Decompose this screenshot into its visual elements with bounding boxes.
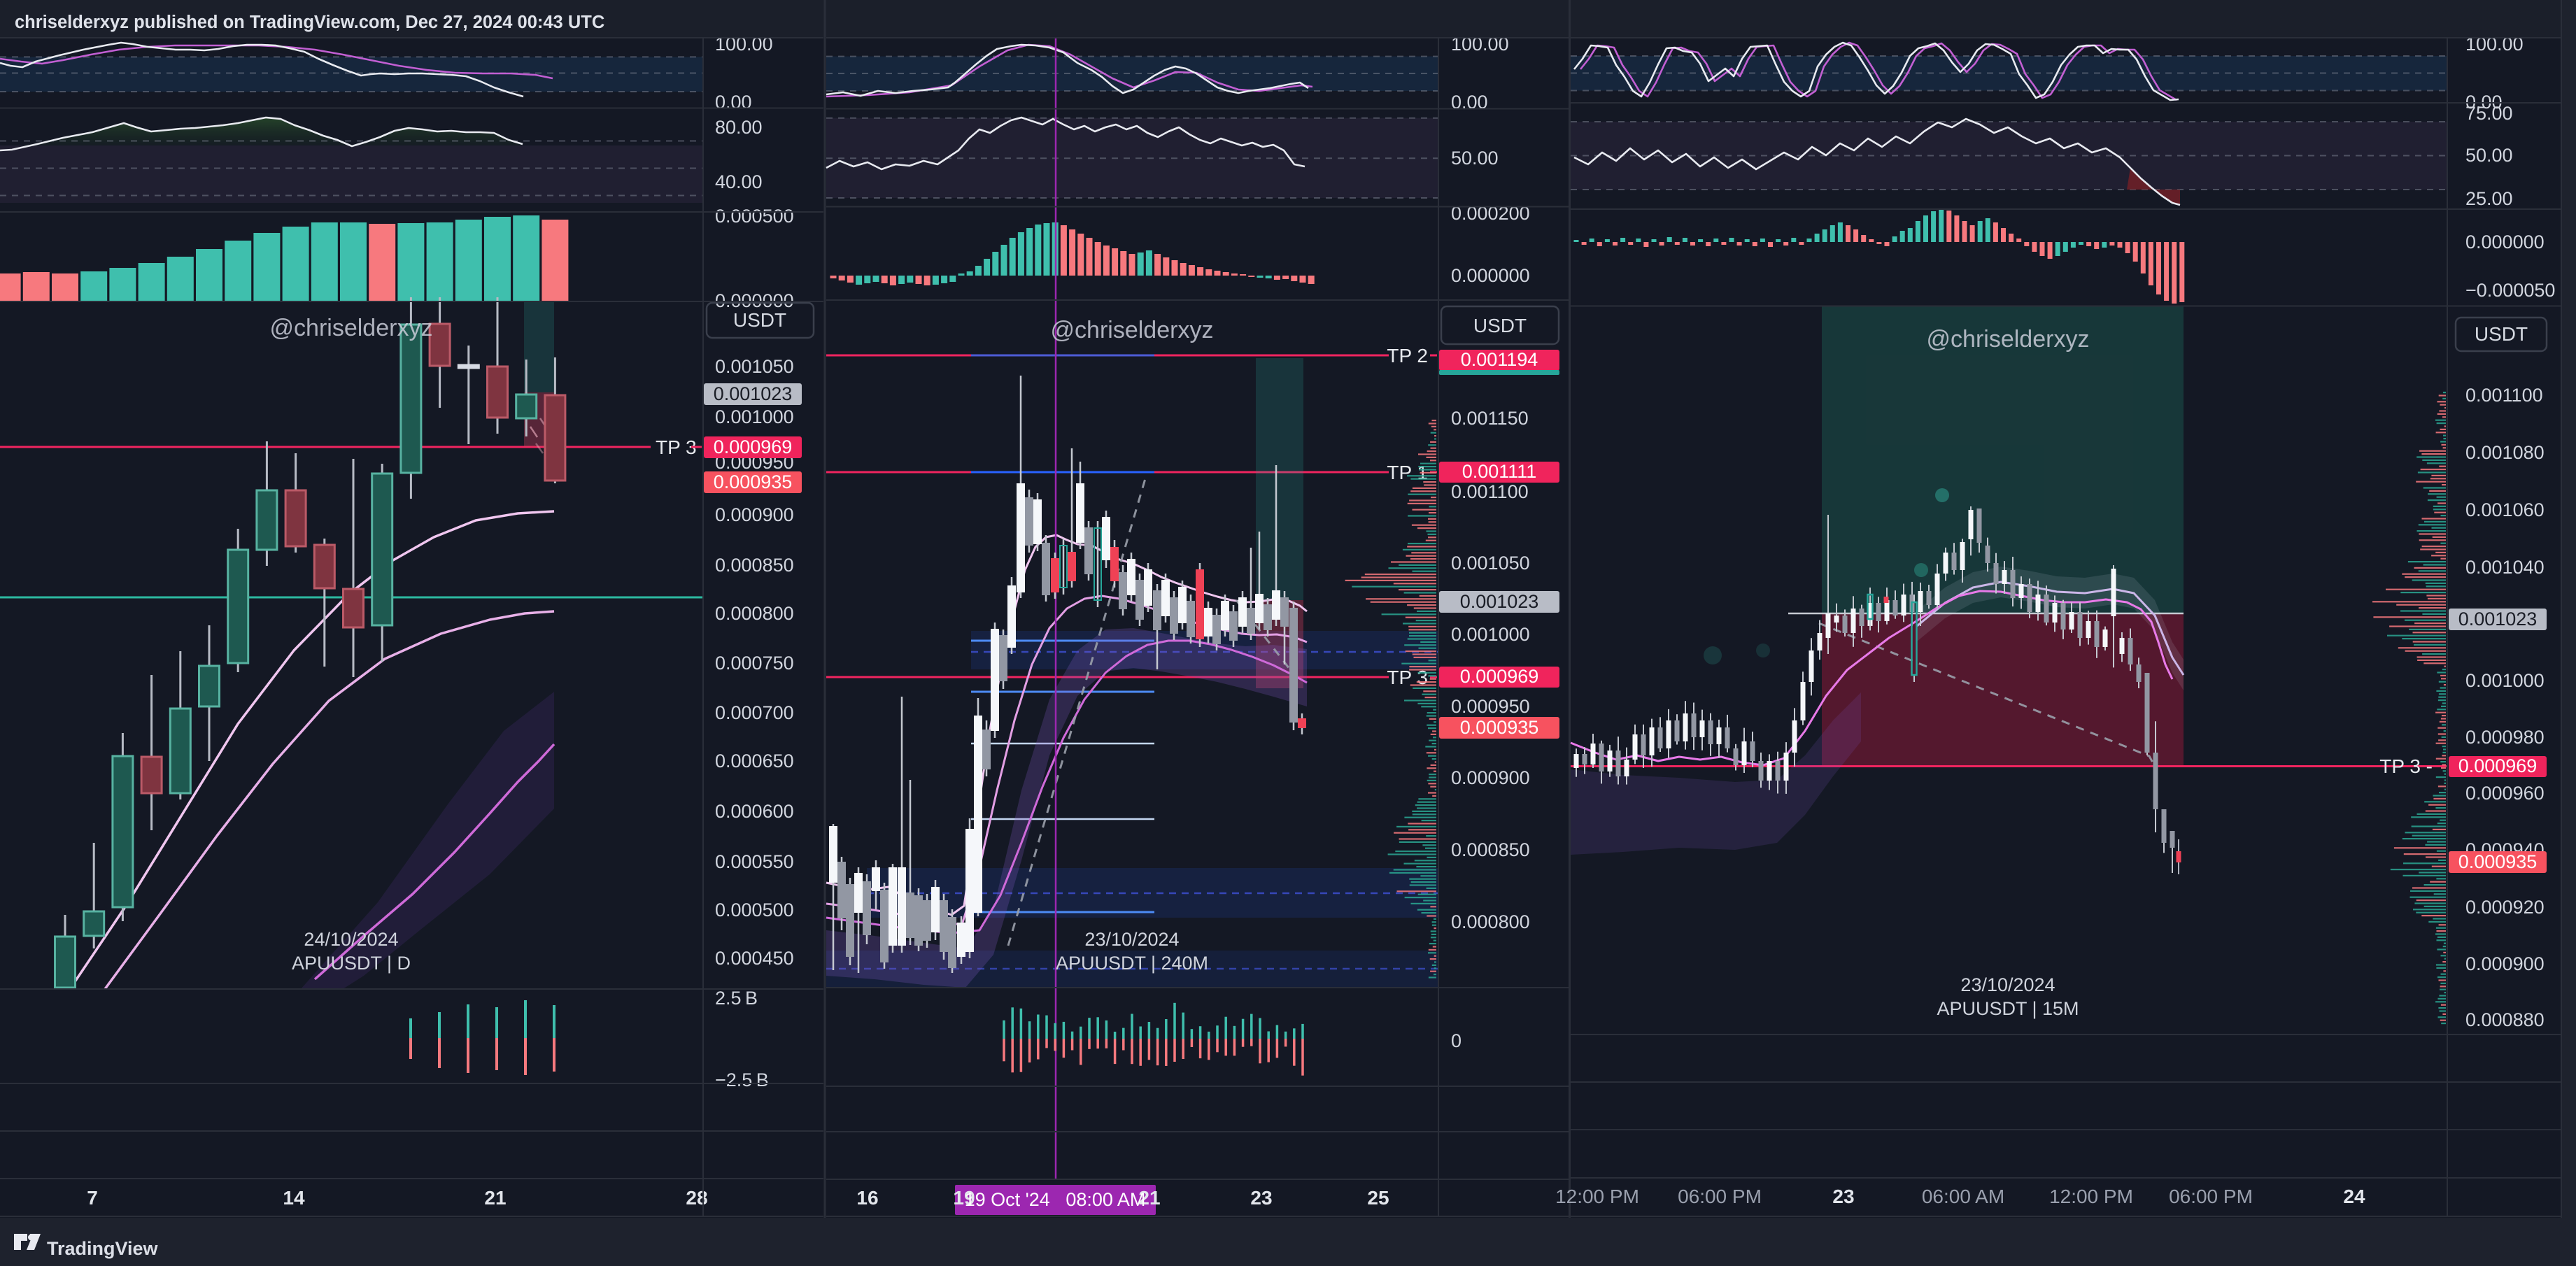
svg-text:0.001000: 0.001000 xyxy=(715,406,794,427)
svg-text:0.001000: 0.001000 xyxy=(2465,670,2545,691)
svg-text:50.00: 50.00 xyxy=(1451,148,1499,169)
svg-text:−2.5 B: −2.5 B xyxy=(715,1069,769,1090)
svg-text:75.00: 75.00 xyxy=(2465,103,2513,124)
svg-text:APUUSDT | 240M: APUUSDT | 240M xyxy=(1056,953,1208,974)
svg-text:100.00: 100.00 xyxy=(1451,34,1509,55)
svg-text:0.000000: 0.000000 xyxy=(1451,265,1530,286)
svg-text:0.000000: 0.000000 xyxy=(2465,232,2545,253)
svg-text:0.001023: 0.001023 xyxy=(1460,591,1539,612)
svg-text:APUUSDT | D: APUUSDT | D xyxy=(292,953,411,974)
svg-text:0: 0 xyxy=(1451,1030,1462,1051)
svg-text:23/10/2024: 23/10/2024 xyxy=(1960,974,2055,995)
svg-text:24/10/2024: 24/10/2024 xyxy=(304,929,398,950)
svg-text:06:00 PM: 06:00 PM xyxy=(2169,1186,2253,1207)
svg-text:25.00: 25.00 xyxy=(2465,188,2513,209)
svg-text:19 Oct '24 08:00 AM: 19 Oct '24 08:00 AM xyxy=(965,1189,1146,1210)
svg-text:100.00: 100.00 xyxy=(715,34,773,55)
svg-text:TP 3: TP 3 xyxy=(656,436,697,458)
svg-text:0.001150: 0.001150 xyxy=(1451,408,1529,429)
svg-text:0.000500: 0.000500 xyxy=(715,206,794,227)
svg-text:0.001050: 0.001050 xyxy=(1451,553,1530,574)
svg-text:0.000450: 0.000450 xyxy=(715,948,794,969)
svg-text:0.000600: 0.000600 xyxy=(715,801,794,822)
svg-text:0.000969: 0.000969 xyxy=(1460,666,1539,687)
svg-text:0.001050: 0.001050 xyxy=(715,356,794,377)
svg-text:21: 21 xyxy=(1138,1187,1160,1209)
svg-text:100.00: 100.00 xyxy=(2465,34,2524,55)
svg-text:0.001023: 0.001023 xyxy=(714,383,793,404)
svg-text:50.00: 50.00 xyxy=(2465,145,2513,166)
svg-text:0.001194: 0.001194 xyxy=(1461,349,1538,370)
svg-text:@chriselderxyz: @chriselderxyz xyxy=(1927,326,2090,353)
svg-text:0.001100: 0.001100 xyxy=(1451,481,1529,502)
svg-text:0.000935: 0.000935 xyxy=(1460,717,1539,738)
svg-text:23: 23 xyxy=(1250,1187,1272,1209)
svg-text:0.000800: 0.000800 xyxy=(715,603,794,624)
svg-text:TP 2: TP 2 xyxy=(1387,345,1428,367)
svg-text:25: 25 xyxy=(1367,1187,1389,1209)
svg-text:21: 21 xyxy=(484,1187,506,1209)
svg-text:0.001040: 0.001040 xyxy=(2465,557,2545,578)
svg-text:TP 3 -: TP 3 - xyxy=(2379,755,2433,777)
svg-text:TradingView: TradingView xyxy=(47,1238,159,1259)
svg-text:0.000850: 0.000850 xyxy=(1451,839,1530,860)
svg-text:80.00: 80.00 xyxy=(715,117,763,138)
svg-text:16: 16 xyxy=(856,1187,878,1209)
svg-text:0.000500: 0.000500 xyxy=(715,899,794,920)
svg-text:chriselderxyz published on Tra: chriselderxyz published on TradingView.c… xyxy=(15,13,604,32)
svg-text:0.000950: 0.000950 xyxy=(1451,696,1530,717)
svg-text:28: 28 xyxy=(686,1187,707,1209)
svg-text:0.001111: 0.001111 xyxy=(1462,461,1537,482)
svg-text:0.00: 0.00 xyxy=(715,92,752,113)
svg-text:0.001000: 0.001000 xyxy=(1451,624,1530,645)
svg-text:0.000850: 0.000850 xyxy=(715,555,794,576)
svg-text:0.001023: 0.001023 xyxy=(2458,609,2538,630)
svg-text:2.5 B: 2.5 B xyxy=(715,988,758,1009)
svg-text:−0.000050: −0.000050 xyxy=(2465,280,2555,301)
svg-text:23/10/2024: 23/10/2024 xyxy=(1084,929,1179,950)
svg-text:@chriselderxyz: @chriselderxyz xyxy=(270,315,433,341)
svg-text:0.000969: 0.000969 xyxy=(2458,755,2538,776)
svg-text:12:00 PM: 12:00 PM xyxy=(2049,1186,2133,1207)
svg-text:24: 24 xyxy=(2343,1186,2365,1207)
svg-text:0.001100: 0.001100 xyxy=(2465,385,2543,406)
svg-text:0.000880: 0.000880 xyxy=(2465,1009,2545,1030)
svg-text:0.000980: 0.000980 xyxy=(2465,727,2545,748)
svg-text:7: 7 xyxy=(87,1187,98,1209)
svg-text:USDT: USDT xyxy=(1473,315,1527,336)
svg-text:0.001060: 0.001060 xyxy=(2465,499,2545,520)
svg-text:0.000900: 0.000900 xyxy=(1451,767,1530,788)
svg-text:@chriselderxyz: @chriselderxyz xyxy=(1051,317,1214,343)
svg-text:40.00: 40.00 xyxy=(715,171,763,192)
svg-text:0.000960: 0.000960 xyxy=(2465,783,2545,804)
svg-text:0.000969: 0.000969 xyxy=(714,436,793,457)
svg-text:0.000750: 0.000750 xyxy=(715,653,794,674)
svg-text:0.000935: 0.000935 xyxy=(714,471,793,492)
svg-text:06:00 PM: 06:00 PM xyxy=(1678,1186,1762,1207)
svg-text:USDT: USDT xyxy=(2475,323,2528,345)
svg-text:14: 14 xyxy=(283,1187,305,1209)
svg-text:0.000900: 0.000900 xyxy=(715,504,794,525)
svg-text:0.000920: 0.000920 xyxy=(2465,897,2545,918)
svg-text:0.000700: 0.000700 xyxy=(715,702,794,723)
svg-text:0.000935: 0.000935 xyxy=(2458,851,2538,872)
svg-text:0.001080: 0.001080 xyxy=(2465,442,2545,463)
svg-text:0.000900: 0.000900 xyxy=(2465,953,2545,974)
svg-text:APUUSDT | 15M: APUUSDT | 15M xyxy=(1937,998,2079,1019)
svg-text:0.000800: 0.000800 xyxy=(1451,911,1530,932)
svg-text:0.000550: 0.000550 xyxy=(715,851,794,872)
svg-text:19: 19 xyxy=(953,1187,975,1209)
svg-text:12:00 PM: 12:00 PM xyxy=(1555,1186,1639,1207)
svg-text:0.000650: 0.000650 xyxy=(715,751,794,771)
svg-text:23: 23 xyxy=(1832,1186,1854,1207)
svg-text:USDT: USDT xyxy=(733,309,786,331)
svg-text:06:00 AM: 06:00 AM xyxy=(1922,1186,2004,1207)
